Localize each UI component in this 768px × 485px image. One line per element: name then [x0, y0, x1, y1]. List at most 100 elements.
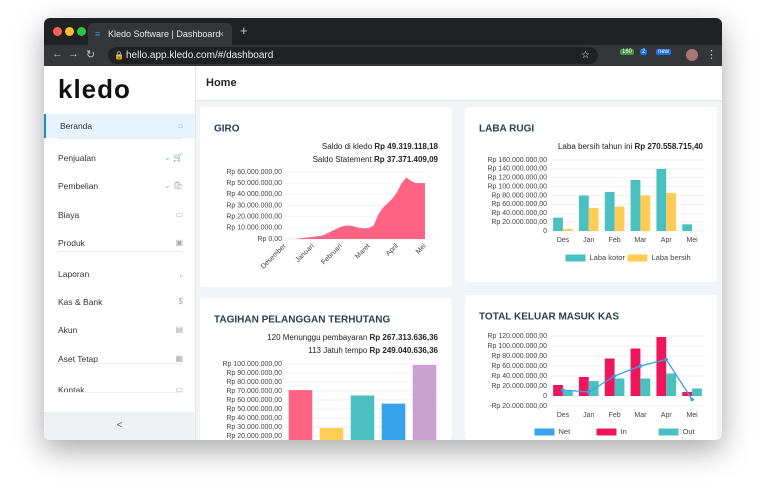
extension-badge[interactable]: 160: [620, 49, 635, 55]
x-tick-label: Maret: [354, 243, 372, 261]
menu-item[interactable]: Produk ▣: [44, 231, 195, 255]
summary-value: Rp 37.371.409,09: [374, 155, 439, 164]
bar: [604, 191, 615, 231]
point: [664, 357, 669, 362]
point: [612, 374, 617, 378]
menu[interactable]: ⋮: [706, 49, 717, 61]
bar: [682, 392, 693, 396]
bar: [288, 390, 313, 440]
summary-value: Rp 267.313.636,36: [370, 333, 439, 342]
summary-label: Laba bersih tahun ini: [558, 142, 633, 151]
x-tick-label: Mei: [415, 242, 428, 255]
y-tick-label: Rp 20.000.000,00: [491, 383, 547, 390]
back[interactable]: ←: [52, 48, 63, 60]
bar: [656, 168, 667, 231]
chart-card: LABA RUGI Laba bersih tahun ini Rp 270.55…: [465, 107, 717, 282]
divider: [58, 138, 182, 139]
y-tick-label: Rp 100.000.000,00: [222, 361, 282, 368]
y-tick-label: Rp 40.000.000,00: [491, 373, 547, 380]
x-tick-label: Apr: [661, 412, 673, 419]
y-tick-label: Rp 60.000.000,00: [226, 169, 282, 176]
summary-value: Rp 249.040.636,36: [370, 346, 439, 355]
y-tick-label: Rp 30.000.000,00: [226, 424, 282, 431]
forward[interactable]: →: [68, 48, 79, 60]
menu-label: Biaya: [58, 210, 80, 220]
browser-window: ≡ Kledo Software | Dashboard × + ← → ↻ 🔒 he…: [44, 18, 722, 440]
y-tick-label: Rp 0,00: [257, 236, 282, 243]
bar: [666, 192, 677, 231]
x-tick-label: Jan: [583, 412, 594, 419]
legend-label: Net: [559, 427, 572, 436]
extension-badge[interactable]: 2: [640, 49, 648, 55]
y-tick-label: Rp 80.000.000,00: [226, 379, 282, 386]
zoom-button[interactable]: [77, 27, 86, 36]
x-tick-label: Desember: [260, 242, 288, 270]
point: [586, 390, 591, 394]
y-tick-label: Rp 120.000.000,00: [487, 175, 547, 182]
menu-item[interactable]: Akun ▤: [44, 318, 195, 342]
point: [638, 364, 643, 368]
menu-item[interactable]: Biaya ▭: [44, 203, 195, 227]
x-tick-label: Apr: [661, 237, 673, 244]
summary-line: Saldo di kledo Rp 49.319.118,18: [322, 142, 439, 151]
x-tick-label: Februari: [320, 242, 344, 266]
legend-label: In: [621, 427, 627, 436]
y-tick-label: Rp 80.000.000,00: [491, 192, 547, 199]
collapse-button[interactable]: <: [44, 412, 195, 440]
profile[interactable]: [686, 49, 698, 61]
page-header: Home: [196, 66, 722, 101]
bar: [630, 179, 641, 231]
bar: [412, 364, 437, 440]
x-tick-label: Mar: [634, 412, 647, 419]
menu-item[interactable]: Laporan ⌞: [44, 262, 195, 286]
menu-item[interactable]: Penjualan ⌄ 🛒: [44, 146, 195, 170]
legend-label: Laba kotor: [590, 253, 626, 262]
chart-title: TOTAL KELUAR MASUK KAS: [479, 312, 619, 323]
y-tick-label: Rp 70.000.000,00: [226, 388, 282, 395]
menu-item[interactable]: Pembelian ⌄ 🛍: [44, 174, 195, 198]
menu-icon: ▣: [175, 238, 183, 247]
summary-label: Saldo di kledo: [322, 142, 373, 151]
x-tick-label: Feb: [609, 237, 621, 244]
close-button[interactable]: [53, 27, 62, 36]
minimize-button[interactable]: [65, 27, 74, 36]
legend-label: Laba bersih: [652, 253, 691, 262]
y-tick-label: Rp 40.000.000,00: [226, 415, 282, 422]
x-tick-label: Januari: [295, 242, 316, 263]
x-tick-label: Des: [557, 237, 570, 244]
menu-item[interactable]: Beranda ⌂: [44, 114, 195, 138]
divider: [58, 392, 182, 393]
y-tick-label: Rp 120.000.000,00: [487, 333, 547, 340]
menu-item[interactable]: Aset Tetap ▦: [44, 347, 195, 371]
extension-badge[interactable]: new: [656, 49, 672, 55]
url: hello.app.kledo.com/#/dashboard: [126, 50, 274, 61]
divider: [58, 363, 182, 364]
y-tick-label: Rp 40.000.000,00: [226, 191, 282, 198]
menu-icon: ⌄ 🛒: [164, 153, 183, 162]
new-tab[interactable]: +: [240, 23, 248, 38]
bar: [682, 224, 693, 231]
browser-tab[interactable]: ≡ Kledo Software | Dashboard ×: [88, 23, 232, 45]
x-tick-label: Mei: [686, 237, 698, 244]
x-tick-label: Mei: [686, 412, 698, 419]
bar: [666, 373, 677, 396]
y-tick-label: -Rp 20.000.000,00: [489, 403, 547, 410]
summary-value: Rp 270.558.715,40: [635, 142, 704, 151]
menu-icon: $: [178, 297, 183, 306]
menu-icon: ▭: [175, 210, 183, 219]
menu-item[interactable]: Kontak ▭: [44, 378, 195, 402]
menu-icon: ⌂: [178, 121, 183, 130]
reload[interactable]: ↻: [86, 49, 96, 61]
menu-label: Laporan: [58, 269, 90, 279]
legend-swatch: [534, 428, 555, 436]
x-tick-label: April: [385, 242, 400, 257]
menu-icon: ⌞: [179, 269, 183, 278]
menu-item[interactable]: Kas & Bank $: [44, 290, 195, 314]
y-tick-label: Rp 20.000.000,00: [226, 433, 282, 440]
y-tick-label: Rp 10.000.000,00: [226, 225, 282, 232]
bar: [553, 385, 563, 396]
summary-line: 113 Jatuh tempo Rp 249.040.636,36: [308, 346, 438, 355]
address-bar[interactable]: 🔒 hello.app.kledo.com/#/dashboard ☆: [108, 47, 598, 64]
bar: [588, 207, 599, 231]
